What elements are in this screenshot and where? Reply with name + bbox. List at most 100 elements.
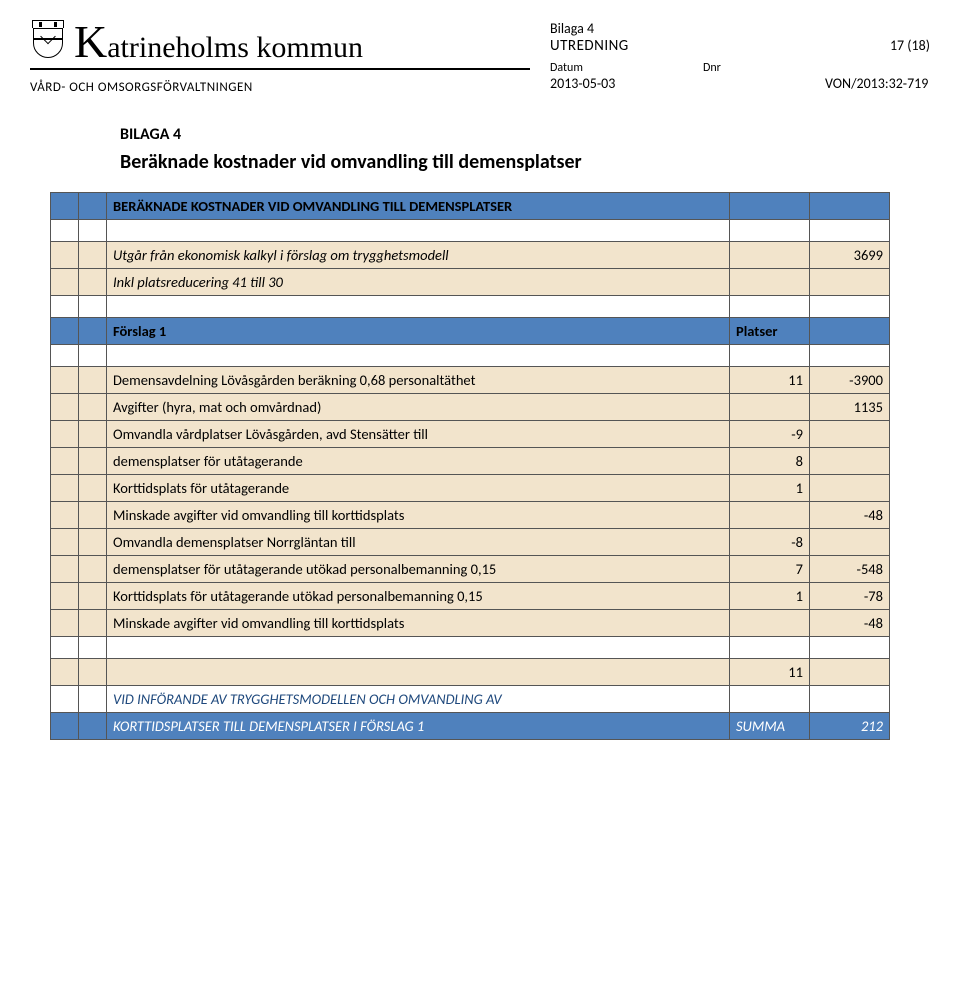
cell-spacer-b bbox=[79, 583, 107, 610]
cell-value bbox=[810, 659, 890, 686]
cell-spacer-a bbox=[51, 610, 79, 637]
cell-value bbox=[810, 318, 890, 345]
cell-spacer-b bbox=[79, 556, 107, 583]
cell-spacer-a bbox=[51, 475, 79, 502]
table-row: Korttidsplats för utåtagerande1 bbox=[51, 475, 890, 502]
cell-spacer-a bbox=[51, 686, 79, 713]
cell-spacer-b bbox=[79, 713, 107, 740]
cell-platser bbox=[730, 242, 810, 269]
cost-table: BERÄKNADE KOSTNADER VID OMVANDLING TILL … bbox=[50, 192, 890, 740]
table-row: demensplatser för utåtagerande8 bbox=[51, 448, 890, 475]
table-row bbox=[51, 296, 890, 318]
section-title: Beräknade kostnader vid omvandling till … bbox=[120, 150, 930, 174]
department-line: VÅRD- OCH OMSORGSFÖRVALTNINGEN bbox=[30, 80, 530, 95]
municipality-logo-block: K atrineholms kommun bbox=[30, 20, 530, 70]
table-row: Omvandla vårdplatser Lövåsgården, avd St… bbox=[51, 421, 890, 448]
cell-text: Avgifter (hyra, mat och omvårdnad) bbox=[107, 394, 730, 421]
cell-value bbox=[810, 345, 890, 367]
cell-platser bbox=[730, 637, 810, 659]
cell-platser: 8 bbox=[730, 448, 810, 475]
cell-spacer-a bbox=[51, 220, 79, 242]
cell-platser bbox=[730, 610, 810, 637]
cell-spacer-a bbox=[51, 502, 79, 529]
cell-value: 212 bbox=[810, 713, 890, 740]
crest-icon bbox=[30, 20, 66, 64]
cell-spacer-b bbox=[79, 193, 107, 220]
cell-text: Omvandla demensplatser Norrgläntan till bbox=[107, 529, 730, 556]
cell-text bbox=[107, 637, 730, 659]
cell-platser bbox=[730, 296, 810, 318]
section-bilaga: BILAGA 4 bbox=[120, 125, 930, 144]
cell-platser: 7 bbox=[730, 556, 810, 583]
bilaga-line: Bilaga 4 bbox=[550, 20, 930, 37]
dnr-value: VON/2013:32-719 bbox=[825, 75, 928, 92]
header-left: K atrineholms kommun VÅRD- OCH OMSORGSFÖ… bbox=[30, 20, 530, 95]
cell-text: Utgår från ekonomisk kalkyl i förslag om… bbox=[107, 242, 730, 269]
cell-spacer-b bbox=[79, 610, 107, 637]
cell-text: demensplatser för utåtagerande bbox=[107, 448, 730, 475]
doc-type: UTREDNING bbox=[550, 37, 629, 55]
datum-value: 2013-05-03 bbox=[550, 75, 745, 92]
table-row: KORTTIDSPLATSER TILL DEMENSPLATSER I FÖR… bbox=[51, 713, 890, 740]
table-row: Inkl platsreducering 41 till 30 bbox=[51, 269, 890, 296]
cell-spacer-b bbox=[79, 637, 107, 659]
cell-spacer-a bbox=[51, 394, 79, 421]
cell-spacer-a bbox=[51, 421, 79, 448]
cell-spacer-b bbox=[79, 475, 107, 502]
table-row: demensplatser för utåtagerande utökad pe… bbox=[51, 556, 890, 583]
cell-platser bbox=[730, 193, 810, 220]
cell-value: 3699 bbox=[810, 242, 890, 269]
cell-platser: -8 bbox=[730, 529, 810, 556]
cell-value bbox=[810, 637, 890, 659]
content-area: BILAGA 4 Beräknade kostnader vid omvandl… bbox=[120, 125, 930, 174]
cell-platser bbox=[730, 394, 810, 421]
cell-text: Inkl platsreducering 41 till 30 bbox=[107, 269, 730, 296]
cell-text: demensplatser för utåtagerande utökad pe… bbox=[107, 556, 730, 583]
page-header: K atrineholms kommun VÅRD- OCH OMSORGSFÖ… bbox=[30, 20, 930, 95]
cell-spacer-b bbox=[79, 529, 107, 556]
cell-spacer-b bbox=[79, 659, 107, 686]
cell-text: Korttidsplats för utåtagerande utökad pe… bbox=[107, 583, 730, 610]
table-row: Minskade avgifter vid omvandling till ko… bbox=[51, 502, 890, 529]
cell-spacer-a bbox=[51, 269, 79, 296]
cell-platser: 11 bbox=[730, 659, 810, 686]
cell-value bbox=[810, 686, 890, 713]
cell-spacer-a bbox=[51, 556, 79, 583]
cell-spacer-b bbox=[79, 296, 107, 318]
cell-value: 1135 bbox=[810, 394, 890, 421]
cell-spacer-a bbox=[51, 529, 79, 556]
cell-spacer-b bbox=[79, 242, 107, 269]
cell-platser bbox=[730, 686, 810, 713]
cell-spacer-a bbox=[51, 713, 79, 740]
cell-value: -548 bbox=[810, 556, 890, 583]
cell-platser bbox=[730, 345, 810, 367]
municipality-initial: K bbox=[74, 21, 107, 62]
table-row: BERÄKNADE KOSTNADER VID OMVANDLING TILL … bbox=[51, 193, 890, 220]
cell-value bbox=[810, 269, 890, 296]
cell-spacer-b bbox=[79, 269, 107, 296]
cell-spacer-a bbox=[51, 345, 79, 367]
table-row bbox=[51, 220, 890, 242]
cell-platser: SUMMA bbox=[730, 713, 810, 740]
table-row: 11 bbox=[51, 659, 890, 686]
cell-spacer-a bbox=[51, 448, 79, 475]
table-row bbox=[51, 345, 890, 367]
cell-spacer-a bbox=[51, 193, 79, 220]
cell-spacer-b bbox=[79, 345, 107, 367]
cell-platser: 1 bbox=[730, 475, 810, 502]
cell-platser bbox=[730, 269, 810, 296]
cell-spacer-b bbox=[79, 394, 107, 421]
cell-text bbox=[107, 659, 730, 686]
cell-platser: 11 bbox=[730, 367, 810, 394]
cell-platser: 1 bbox=[730, 583, 810, 610]
dnr-label: Dnr bbox=[703, 61, 721, 75]
cell-spacer-b bbox=[79, 502, 107, 529]
cell-spacer-a bbox=[51, 659, 79, 686]
table-row: Utgår från ekonomisk kalkyl i förslag om… bbox=[51, 242, 890, 269]
cell-spacer-b bbox=[79, 421, 107, 448]
cell-text bbox=[107, 345, 730, 367]
cell-value bbox=[810, 448, 890, 475]
cell-spacer-a bbox=[51, 367, 79, 394]
cell-value bbox=[810, 475, 890, 502]
cell-text: Minskade avgifter vid omvandling till ko… bbox=[107, 502, 730, 529]
